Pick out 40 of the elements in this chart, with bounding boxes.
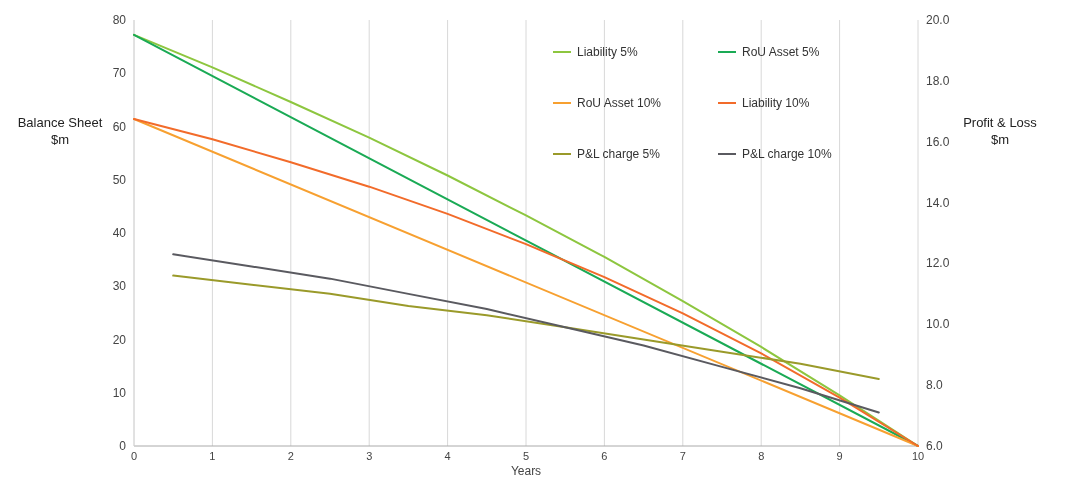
x-tick-label: 3 [366,450,373,462]
y-axis-title: Balance Sheet $m [17,114,103,147]
y2-tick-label: 16.0 [926,134,950,149]
y-tick-label: 80 [112,13,127,27]
line-series [172,274,880,381]
y-tick-label: 0 [119,439,127,453]
y-tick-label: 50 [112,172,127,187]
legend-label: RoU Asset 10% [577,96,662,110]
legend-label: P&L charge 10% [742,147,832,161]
x-tick-label: 10 [911,450,925,462]
y2-tick-label: 12.0 [926,256,950,271]
x-tick-label: 0 [130,450,138,462]
x-tick-label: 5 [522,450,530,462]
y2-tick-label: 8.0 [926,378,944,393]
x-tick-label: 6 [601,450,608,462]
line-series [133,33,919,447]
legend-label: P&L charge 5% [577,147,661,161]
y-tick-label: 70 [112,66,127,81]
y-tick-label: 10 [112,385,127,400]
y2-axis-title: Profit & Loss $m [963,114,1038,147]
x-tick-label: 9 [836,450,843,462]
y2-tick-label: 10.0 [926,317,950,332]
legend-label: Liability 5% [577,45,639,59]
y2-tick-label: 18.0 [926,73,950,88]
y-tick-label: 60 [112,119,127,134]
y-tick-label: 40 [112,226,127,240]
x-tick-label: 2 [287,450,294,462]
x-tick-label: 1 [209,450,216,462]
line-series [172,253,880,414]
y2-tick-label: 20.0 [926,13,950,27]
x-tick-label: 7 [679,450,686,462]
y-tick-label: 20 [112,332,127,347]
y2-tick-label: 14.0 [926,195,950,210]
legend-label: Liability 10% [742,96,810,110]
x-tick-label: 8 [758,450,765,462]
y2-tick-label: 6.0 [926,439,944,453]
x-axis-title: Years [510,464,542,478]
legend-label: RoU Asset 5% [742,45,820,59]
y-tick-label: 30 [112,279,127,294]
x-tick-label: 4 [444,450,451,462]
